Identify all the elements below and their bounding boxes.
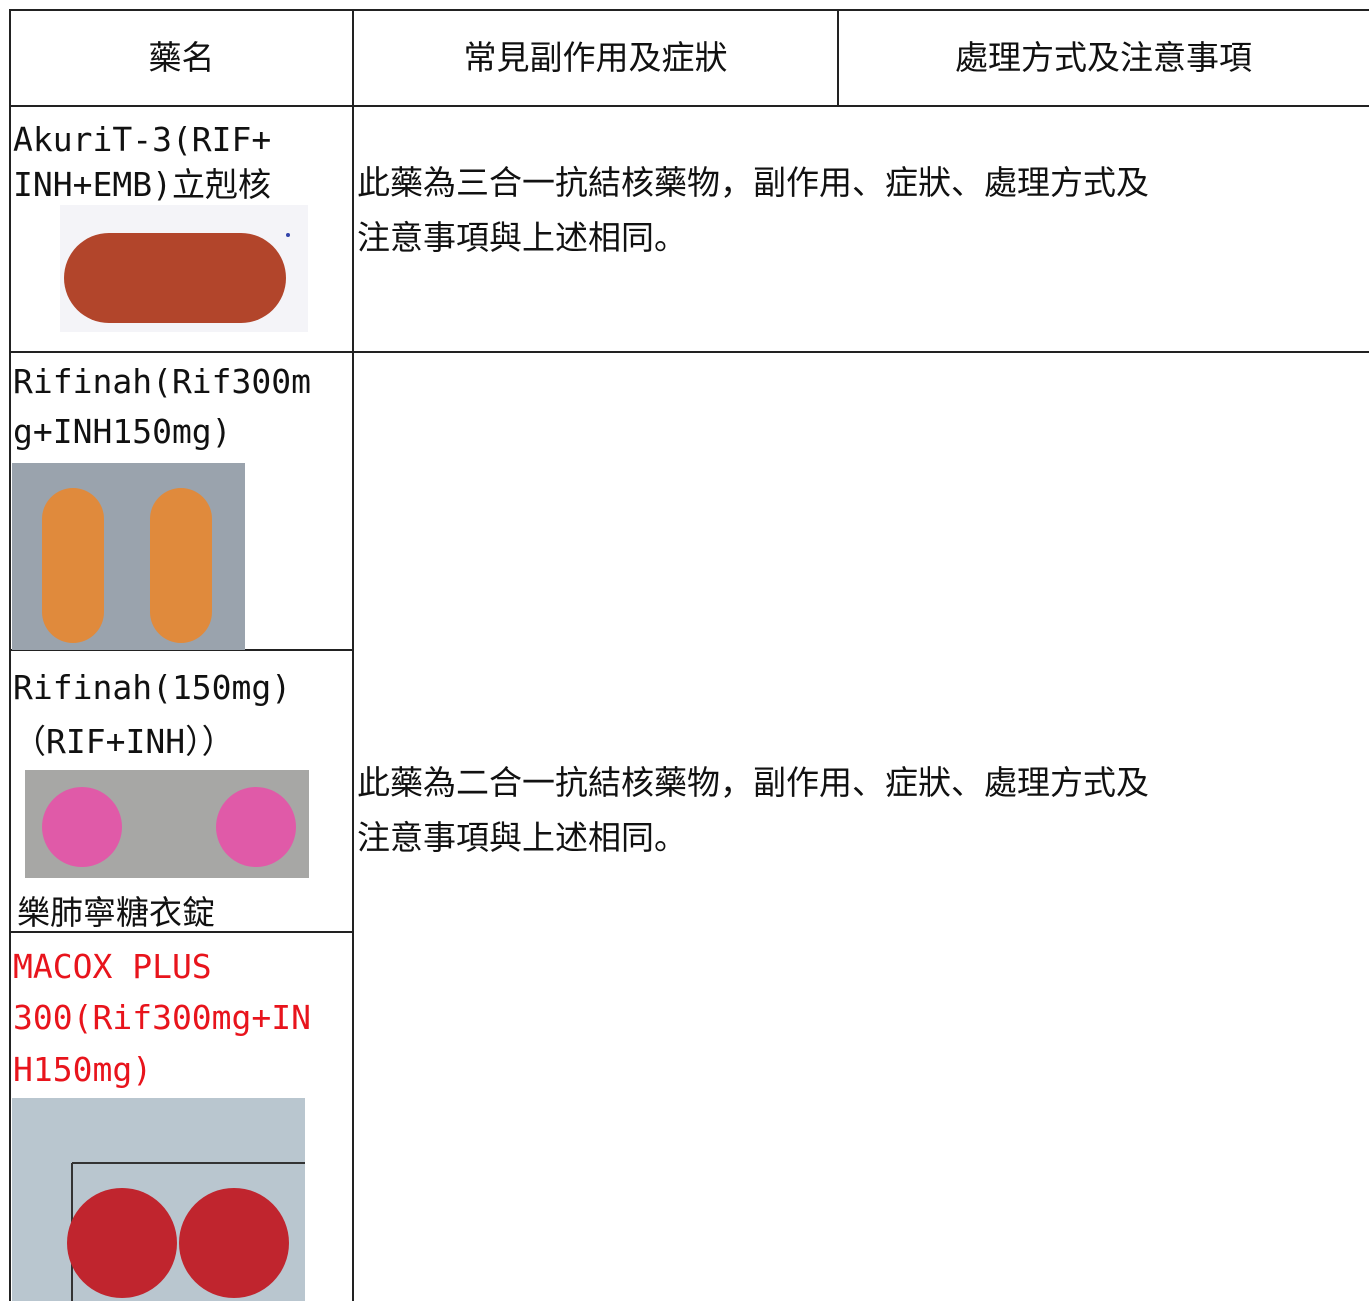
drug-name: H150mg)	[13, 1050, 153, 1089]
drug-name: 300(Rif300mg+IN	[13, 998, 312, 1037]
pill-image	[25, 770, 309, 878]
border	[352, 9, 354, 1301]
border	[10, 931, 354, 933]
drug-name: Rifinah(150mg)	[13, 668, 292, 707]
border	[9, 9, 11, 1301]
header-cell: 常見副作用及症狀	[463, 38, 728, 77]
pill-image	[12, 1098, 305, 1301]
pill-image	[60, 205, 308, 332]
border	[10, 351, 1369, 353]
drug-name: 樂肺寧糖衣錠	[17, 893, 215, 932]
drug-name: Rifinah(Rif300m	[13, 362, 312, 401]
note: 注意事項與上述相同。	[357, 218, 687, 257]
border	[10, 649, 354, 651]
drug-name: INH+EMB)立剋核	[13, 165, 271, 204]
drug-name: AkuriT-3(RIF+	[13, 120, 272, 159]
border	[837, 9, 839, 107]
note: 此藥為三合一抗結核藥物，副作用、症狀、處理方式及	[357, 163, 1149, 202]
drug-name: g+INH150mg)	[13, 412, 232, 451]
header-cell: 藥名	[148, 38, 215, 77]
border	[10, 105, 1369, 107]
drug-name: MACOX PLUS	[13, 947, 212, 986]
border	[10, 9, 1369, 11]
drug-name: （RIF+INH））	[13, 722, 235, 761]
pill-image	[12, 463, 245, 650]
note: 此藥為二合一抗結核藥物，副作用、症狀、處理方式及	[357, 763, 1149, 802]
header-cell: 處理方式及注意事項	[955, 38, 1252, 77]
note: 注意事項與上述相同。	[357, 818, 687, 857]
